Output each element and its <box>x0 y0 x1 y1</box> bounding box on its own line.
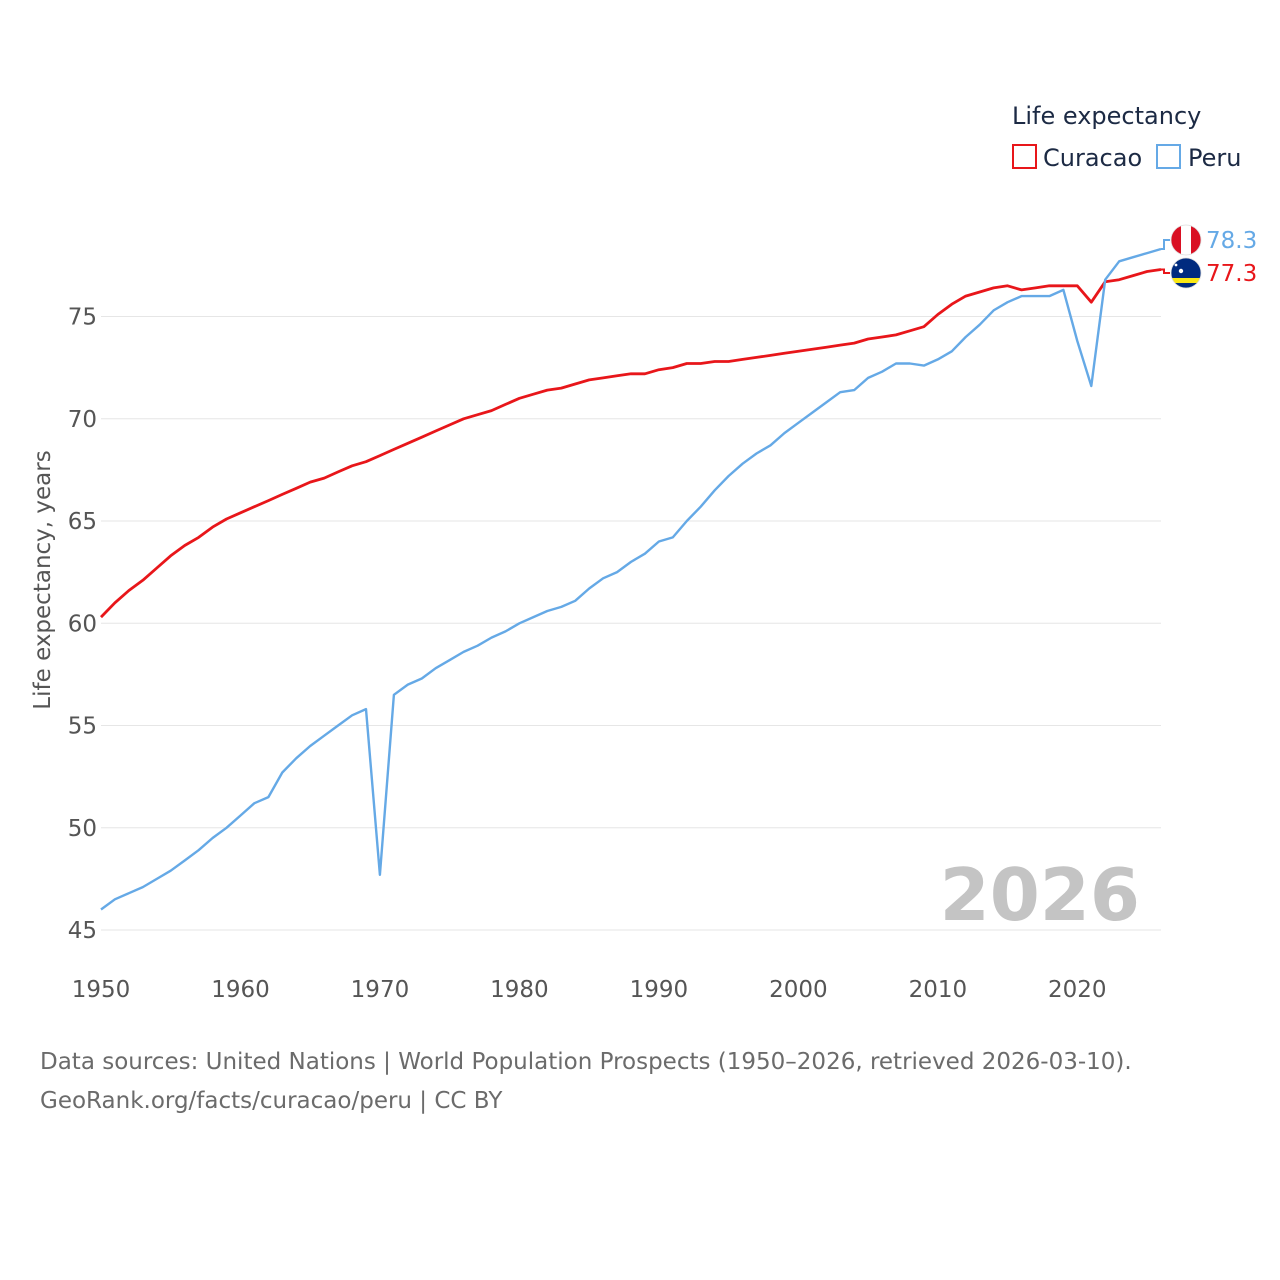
end-connector-curacao <box>1161 268 1170 274</box>
x-tick-label: 1970 <box>351 977 410 1003</box>
legend-title: Life expectancy <box>1012 102 1201 130</box>
y-tick-label: 70 <box>68 407 97 433</box>
curacao-flag-icon <box>1170 257 1202 289</box>
x-tick-label: 2000 <box>769 977 828 1003</box>
y-tick-label: 75 <box>68 305 97 331</box>
x-tick-label: 2010 <box>909 977 968 1003</box>
footer: Data sources: United Nations | World Pop… <box>40 1049 1132 1114</box>
attribution-link[interactable]: GeoRank.org/facts/curacao/peru | CC BY <box>40 1088 503 1114</box>
series-line-peru[interactable] <box>100 247 1162 911</box>
y-tick-label: 55 <box>68 714 97 740</box>
x-tick-label: 1980 <box>490 977 549 1003</box>
y-axis-ticks: 45 50 55 60 65 70 75 <box>68 305 97 945</box>
legend-label-curacao[interactable]: Curacao <box>1043 144 1142 172</box>
legend-swatch-curacao[interactable] <box>1012 144 1037 169</box>
end-value-peru: 78.3 <box>1206 228 1257 254</box>
x-tick-label: 1990 <box>630 977 689 1003</box>
data-source-text: Data sources: United Nations | World Pop… <box>40 1049 1132 1075</box>
current-year-label: 2026 <box>940 853 1140 937</box>
y-axis-title: Life expectancy, years <box>30 450 56 709</box>
legend-swatch-peru[interactable] <box>1156 144 1181 169</box>
legend: Life expectancy Curacao Peru <box>1012 102 1241 172</box>
gridlines <box>101 316 1161 931</box>
series-line-curacao[interactable] <box>99 268 1162 619</box>
x-axis-ticks: 1950 1960 1970 1980 1990 2000 2010 2020 <box>72 977 1107 1003</box>
peru-flag-icon <box>1170 224 1202 256</box>
series-end-labels: 77.3 78.3 <box>1161 224 1257 289</box>
end-connector-peru <box>1161 239 1170 251</box>
y-tick-label: 50 <box>68 816 97 842</box>
x-tick-label: 1960 <box>211 977 270 1003</box>
x-tick-label: 1950 <box>72 977 131 1003</box>
legend-label-peru[interactable]: Peru <box>1188 144 1241 172</box>
x-tick-label: 2020 <box>1048 977 1107 1003</box>
y-tick-label: 45 <box>68 918 97 944</box>
y-tick-label: 60 <box>68 611 97 637</box>
series-lines <box>99 247 1162 911</box>
end-value-curacao: 77.3 <box>1206 261 1257 287</box>
y-tick-label: 65 <box>68 509 97 535</box>
